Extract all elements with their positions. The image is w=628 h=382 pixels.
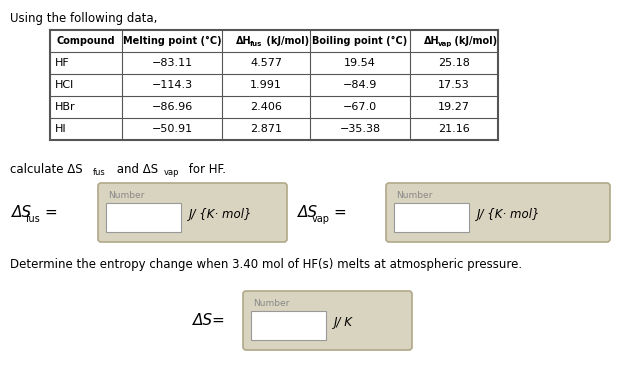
Text: 1.991: 1.991 — [250, 80, 282, 90]
Text: vap: vap — [164, 168, 180, 177]
Text: vap: vap — [438, 41, 452, 47]
Text: ΔS: ΔS — [298, 205, 318, 220]
Text: and ΔS: and ΔS — [113, 163, 158, 176]
Text: 2.871: 2.871 — [250, 124, 282, 134]
Text: 21.16: 21.16 — [438, 124, 470, 134]
Text: −50.91: −50.91 — [151, 124, 193, 134]
Text: HBr: HBr — [55, 102, 75, 112]
Text: −67.0: −67.0 — [343, 102, 377, 112]
Text: 25.18: 25.18 — [438, 58, 470, 68]
Text: 19.27: 19.27 — [438, 102, 470, 112]
Text: J/ {K· mol}: J/ {K· mol} — [189, 208, 252, 221]
Text: =: = — [44, 205, 57, 220]
Text: ΔS: ΔS — [12, 205, 32, 220]
Text: Determine the entropy change when 3.40 mol of HF(s) melts at atmospheric pressur: Determine the entropy change when 3.40 m… — [10, 258, 522, 271]
Text: 2.406: 2.406 — [250, 102, 282, 112]
Text: −84.9: −84.9 — [343, 80, 377, 90]
Bar — [251, 311, 326, 340]
Text: ΔH: ΔH — [424, 36, 440, 46]
Text: Number: Number — [108, 191, 144, 200]
Bar — [394, 203, 469, 232]
Text: J/ {K· mol}: J/ {K· mol} — [477, 208, 541, 221]
Text: fus: fus — [250, 41, 263, 47]
Text: Melting point (°C): Melting point (°C) — [122, 36, 221, 46]
FancyBboxPatch shape — [243, 291, 412, 350]
Text: calculate ΔS: calculate ΔS — [10, 163, 83, 176]
Text: fus: fus — [93, 168, 106, 177]
Text: vap: vap — [312, 214, 330, 223]
Text: for HF.: for HF. — [185, 163, 226, 176]
Text: Compound: Compound — [57, 36, 116, 46]
Text: ΔH: ΔH — [236, 36, 252, 46]
Text: =: = — [333, 205, 346, 220]
Text: Boiling point (°C): Boiling point (°C) — [312, 36, 408, 46]
FancyBboxPatch shape — [98, 183, 287, 242]
Text: 4.577: 4.577 — [250, 58, 282, 68]
Text: Number: Number — [253, 299, 290, 308]
Text: (kJ/mol): (kJ/mol) — [451, 36, 497, 46]
Bar — [106, 203, 181, 232]
Text: HCl: HCl — [55, 80, 74, 90]
Text: ΔS=: ΔS= — [193, 313, 225, 328]
Text: −35.38: −35.38 — [340, 124, 381, 134]
Bar — [50, 30, 498, 140]
Text: 17.53: 17.53 — [438, 80, 470, 90]
Text: HI: HI — [55, 124, 67, 134]
FancyBboxPatch shape — [386, 183, 610, 242]
Text: Using the following data,: Using the following data, — [10, 12, 158, 25]
Text: (kJ/mol): (kJ/mol) — [263, 36, 309, 46]
Text: Number: Number — [396, 191, 432, 200]
Text: J/ K: J/ K — [334, 316, 353, 329]
Text: −86.96: −86.96 — [151, 102, 193, 112]
Text: −83.11: −83.11 — [151, 58, 193, 68]
Text: 19.54: 19.54 — [344, 58, 376, 68]
Text: HF: HF — [55, 58, 70, 68]
Text: −114.3: −114.3 — [151, 80, 193, 90]
Text: fus: fus — [26, 214, 41, 223]
